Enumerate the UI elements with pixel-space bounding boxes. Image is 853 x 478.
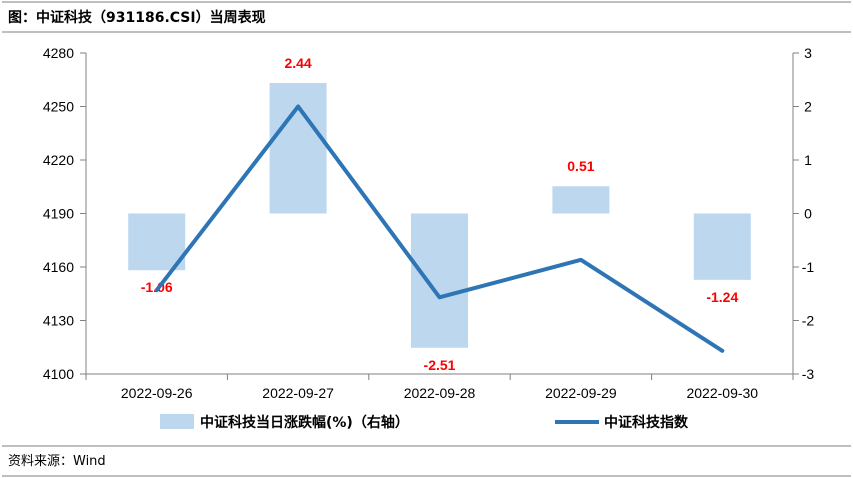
right-tick-label: -1 [802,259,815,275]
left-tick-label: 4250 [43,99,74,115]
index-point [720,349,724,353]
legend-bar-label: 中证科技当日涨跌幅(%)（右轴） [200,414,409,431]
bar-value-label: 0.51 [567,158,594,174]
index-point [579,258,583,262]
bar-mark [128,213,186,271]
left-tick-label: 4280 [43,45,74,61]
x-category-label: 2022-09-27 [262,385,334,401]
right-tick-label: 2 [804,99,812,115]
left-tick-label: 4100 [43,366,74,382]
left-tick-label: 4220 [43,152,74,168]
bar-value-label: -2.51 [424,357,456,373]
x-category-label: 2022-09-26 [121,385,193,401]
x-category-label: 2022-09-30 [686,385,758,401]
legend-bar-swatch [160,414,194,429]
right-tick-label: -3 [802,366,815,382]
bar-value-label: -1.24 [706,289,738,305]
bar-mark [411,213,468,348]
source-note: 资料来源：Wind [8,454,106,469]
legend: 中证科技当日涨跌幅(%)（右轴） 中证科技指数 [160,414,689,431]
bar-mark [269,82,327,214]
x-axis-ticks [85,374,794,380]
left-axis-ticks: 4280 4250 4220 4190 4160 4130 4100 [43,45,86,382]
index-point [296,105,300,108]
line-series [154,104,725,353]
index-point [155,288,159,292]
right-tick-label: 3 [804,45,812,61]
bar-value-label: 2.44 [284,55,311,71]
x-category-label: 2022-09-28 [404,385,476,401]
left-tick-label: 4190 [43,206,74,222]
legend-line-label: 中证科技指数 [604,414,689,431]
right-tick-label: 0 [804,206,812,222]
chart-title: 图：中证科技（931186.CSI）当周表现 [8,9,266,26]
left-tick-label: 4130 [43,313,74,329]
x-axis-categories: 2022-09-26 2022-09-27 2022-09-28 2022-09-29… [121,385,758,401]
index-point [438,295,441,299]
right-tick-label: 1 [804,152,812,168]
x-category-label: 2022-09-29 [545,385,617,401]
right-axis-ticks: 3 2 1 0 -1 -2 -3 [793,45,814,382]
bar-mark [693,213,751,280]
right-tick-label: -2 [802,313,815,329]
left-tick-label: 4160 [43,259,74,275]
bar-series [128,82,751,348]
bar-data-labels: -1.062.44-2.510.51-1.24 [141,55,739,373]
bar-mark [552,186,610,214]
